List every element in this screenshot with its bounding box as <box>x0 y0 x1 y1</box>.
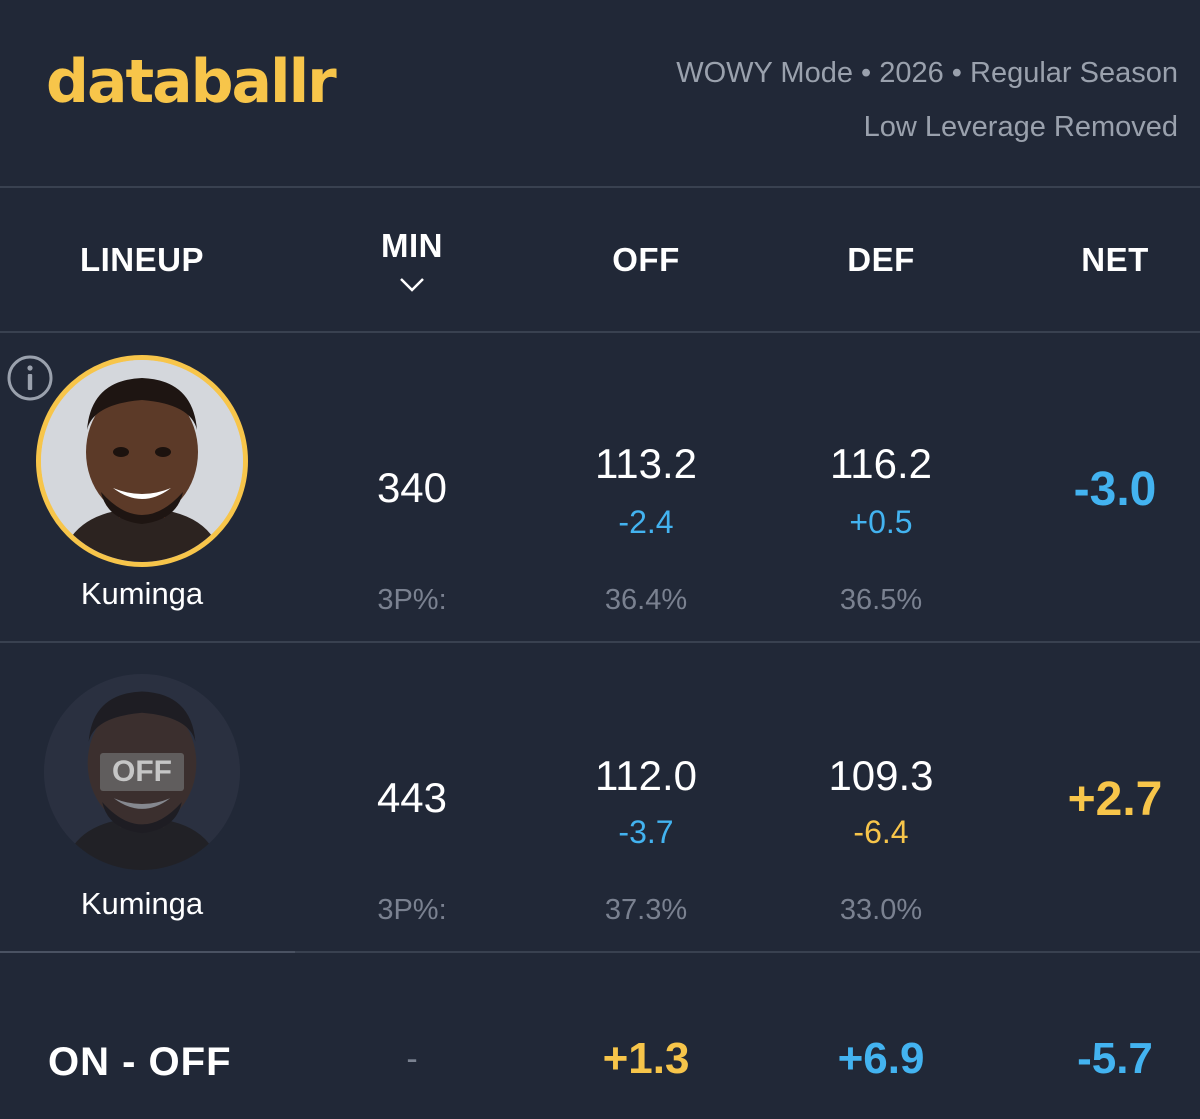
min-value: 340 <box>376 464 448 511</box>
filter-summary: WOWY Mode • 2026 • Regular Season Low Le… <box>676 46 1178 154</box>
column-header-def[interactable]: DEF <box>847 241 915 278</box>
column-header-min[interactable]: MIN <box>297 188 527 332</box>
header: databallr WOWY Mode • 2026 • Regular Sea… <box>0 0 1200 188</box>
summary-def: +6.9 <box>837 1034 925 1083</box>
mode-line: WOWY Mode • 2026 • Regular Season <box>676 57 1178 89</box>
player-name: Kuminga <box>80 886 204 921</box>
player-headshot <box>44 674 240 870</box>
off-threept: 36.4% <box>604 584 688 616</box>
player-name: Kuminga <box>80 576 204 611</box>
logo: databallr <box>46 47 337 117</box>
table-header-divider <box>0 331 1200 333</box>
net-rating: +2.7 <box>1067 773 1163 826</box>
def-threept: 33.0% <box>839 894 923 926</box>
def-rating: 116.2 <box>830 440 932 487</box>
column-header-net[interactable]: NET <box>1081 241 1149 278</box>
off-rating: 112.0 <box>595 752 697 799</box>
player-avatar-on[interactable] <box>36 355 248 567</box>
header-divider <box>0 186 1200 188</box>
def-delta: -6.4 <box>853 814 909 850</box>
summary-off: +1.3 <box>602 1034 690 1083</box>
player-avatar-off[interactable]: OFF <box>36 666 248 878</box>
def-threept: 36.5% <box>839 584 923 616</box>
chevron-down-icon[interactable] <box>399 277 425 293</box>
column-header-min-label: MIN <box>381 227 443 264</box>
summary-min: - <box>406 1040 418 1078</box>
column-header-off[interactable]: OFF <box>612 241 680 278</box>
threept-label: 3P%: <box>377 894 447 926</box>
min-value: 443 <box>376 774 448 821</box>
off-delta: -3.7 <box>618 814 674 850</box>
row-divider-accent <box>0 951 295 953</box>
avatar <box>36 355 248 567</box>
on-off-label: ON - OFF <box>48 1040 232 1084</box>
row-divider <box>0 641 1200 643</box>
off-badge: OFF <box>100 753 184 791</box>
def-rating: 109.3 <box>828 752 934 799</box>
off-rating: 113.2 <box>595 440 697 487</box>
info-icon[interactable] <box>6 354 54 402</box>
row-divider <box>295 951 1200 953</box>
net-rating: -3.0 <box>1073 463 1157 516</box>
column-header-lineup: LINEUP <box>79 241 204 278</box>
avatar: OFF <box>44 674 240 870</box>
threept-label: 3P%: <box>377 584 447 616</box>
off-delta: -2.4 <box>618 504 674 540</box>
summary-net: -5.7 <box>1077 1034 1153 1083</box>
off-threept: 37.3% <box>604 894 688 926</box>
player-headshot <box>41 360 243 562</box>
def-delta: +0.5 <box>849 504 913 540</box>
filter-line: Low Leverage Removed <box>863 111 1178 143</box>
